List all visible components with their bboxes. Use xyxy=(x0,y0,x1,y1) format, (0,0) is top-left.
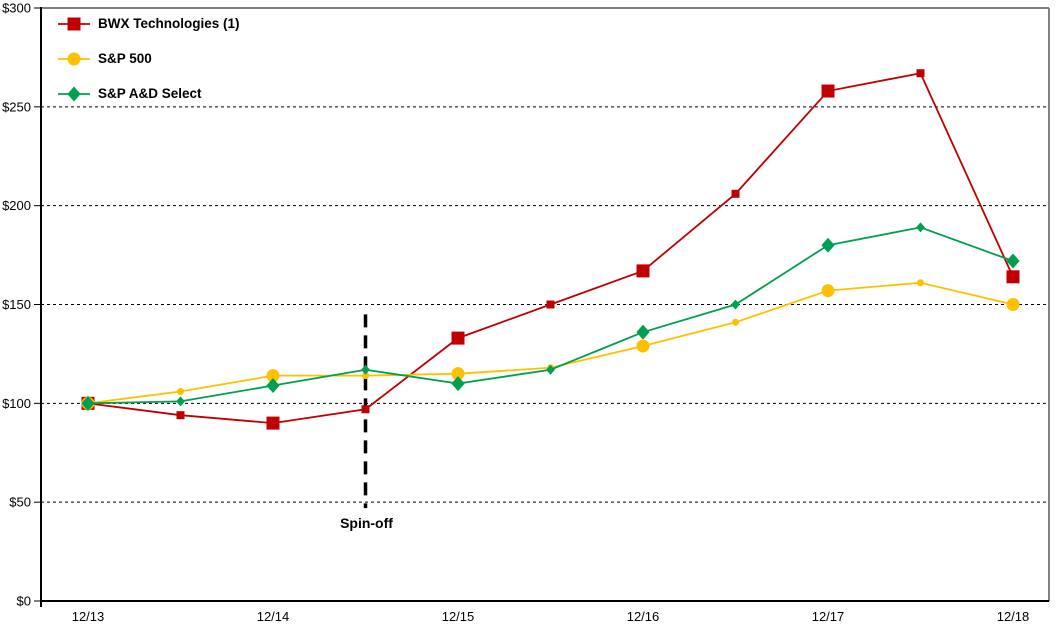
x-tick-label: 12/16 xyxy=(627,609,660,624)
marker-diamond xyxy=(636,324,650,340)
marker-circle xyxy=(1006,298,1020,311)
marker-square xyxy=(67,17,81,30)
y-tick-label: $100 xyxy=(2,396,31,411)
legend-label-sp500: S&P 500 xyxy=(98,51,152,66)
y-tick-label: $0 xyxy=(17,594,31,609)
marker-circle xyxy=(362,372,369,380)
marker-circle xyxy=(177,387,184,395)
marker-diamond xyxy=(451,376,465,392)
y-tick-label: $150 xyxy=(2,297,31,312)
marker-circle xyxy=(266,369,280,383)
marker-square xyxy=(636,264,650,278)
marker-circle xyxy=(821,284,835,298)
series-line xyxy=(87,226,1014,405)
marker-diamond xyxy=(731,299,740,310)
legend-item-bwx: BWX Technologies (1) xyxy=(56,6,240,41)
chart-legend: BWX Technologies (1) S&P 500 S&P A&D Sel… xyxy=(56,6,240,111)
marker-circle xyxy=(67,52,81,65)
marker-diamond xyxy=(176,396,185,407)
legend-marker-square xyxy=(58,17,90,30)
marker-diamond xyxy=(361,364,370,375)
legend-marker-diamond xyxy=(58,86,90,101)
y-tick-label: $300 xyxy=(2,1,31,16)
legend-item-spad: S&P A&D Select xyxy=(56,76,240,111)
marker-circle xyxy=(636,339,650,353)
marker-square xyxy=(546,300,555,309)
marker-circle xyxy=(732,318,739,326)
marker-square xyxy=(916,69,925,78)
series-2 xyxy=(81,222,1020,411)
marker-diamond xyxy=(821,237,835,253)
y-tick-label: $50 xyxy=(9,495,31,510)
legend-marker-circle xyxy=(58,52,90,65)
marker-diamond xyxy=(81,395,95,411)
marker-diamond xyxy=(546,364,555,375)
series-0 xyxy=(81,69,1020,430)
x-tick-label: 12/18 xyxy=(997,609,1030,624)
marker-circle xyxy=(451,367,465,381)
legend-label-bwx: BWX Technologies (1) xyxy=(98,16,240,31)
y-tick-label: $200 xyxy=(2,198,31,213)
x-tick-label: 12/17 xyxy=(812,609,845,624)
marker-square xyxy=(731,189,740,198)
marker-diamond xyxy=(67,86,81,101)
marker-square xyxy=(451,331,465,345)
marker-diamond xyxy=(1006,253,1020,269)
series-1 xyxy=(81,279,1020,410)
spinoff-label: Spin-off xyxy=(340,515,393,531)
legend-item-sp500: S&P 500 xyxy=(56,41,240,76)
marker-square xyxy=(361,405,370,414)
marker-diamond xyxy=(266,378,280,394)
x-tick-label: 12/13 xyxy=(72,609,105,624)
legend-label-spad: S&P A&D Select xyxy=(98,86,202,101)
x-tick-label: 12/15 xyxy=(442,609,475,624)
marker-square xyxy=(821,84,835,98)
marker-square xyxy=(1006,270,1020,284)
marker-square xyxy=(176,411,185,420)
x-tick-label: 12/14 xyxy=(257,609,290,624)
marker-circle xyxy=(917,279,924,287)
y-tick-label: $250 xyxy=(2,99,31,114)
marker-square xyxy=(266,416,280,430)
marker-diamond xyxy=(916,222,925,233)
